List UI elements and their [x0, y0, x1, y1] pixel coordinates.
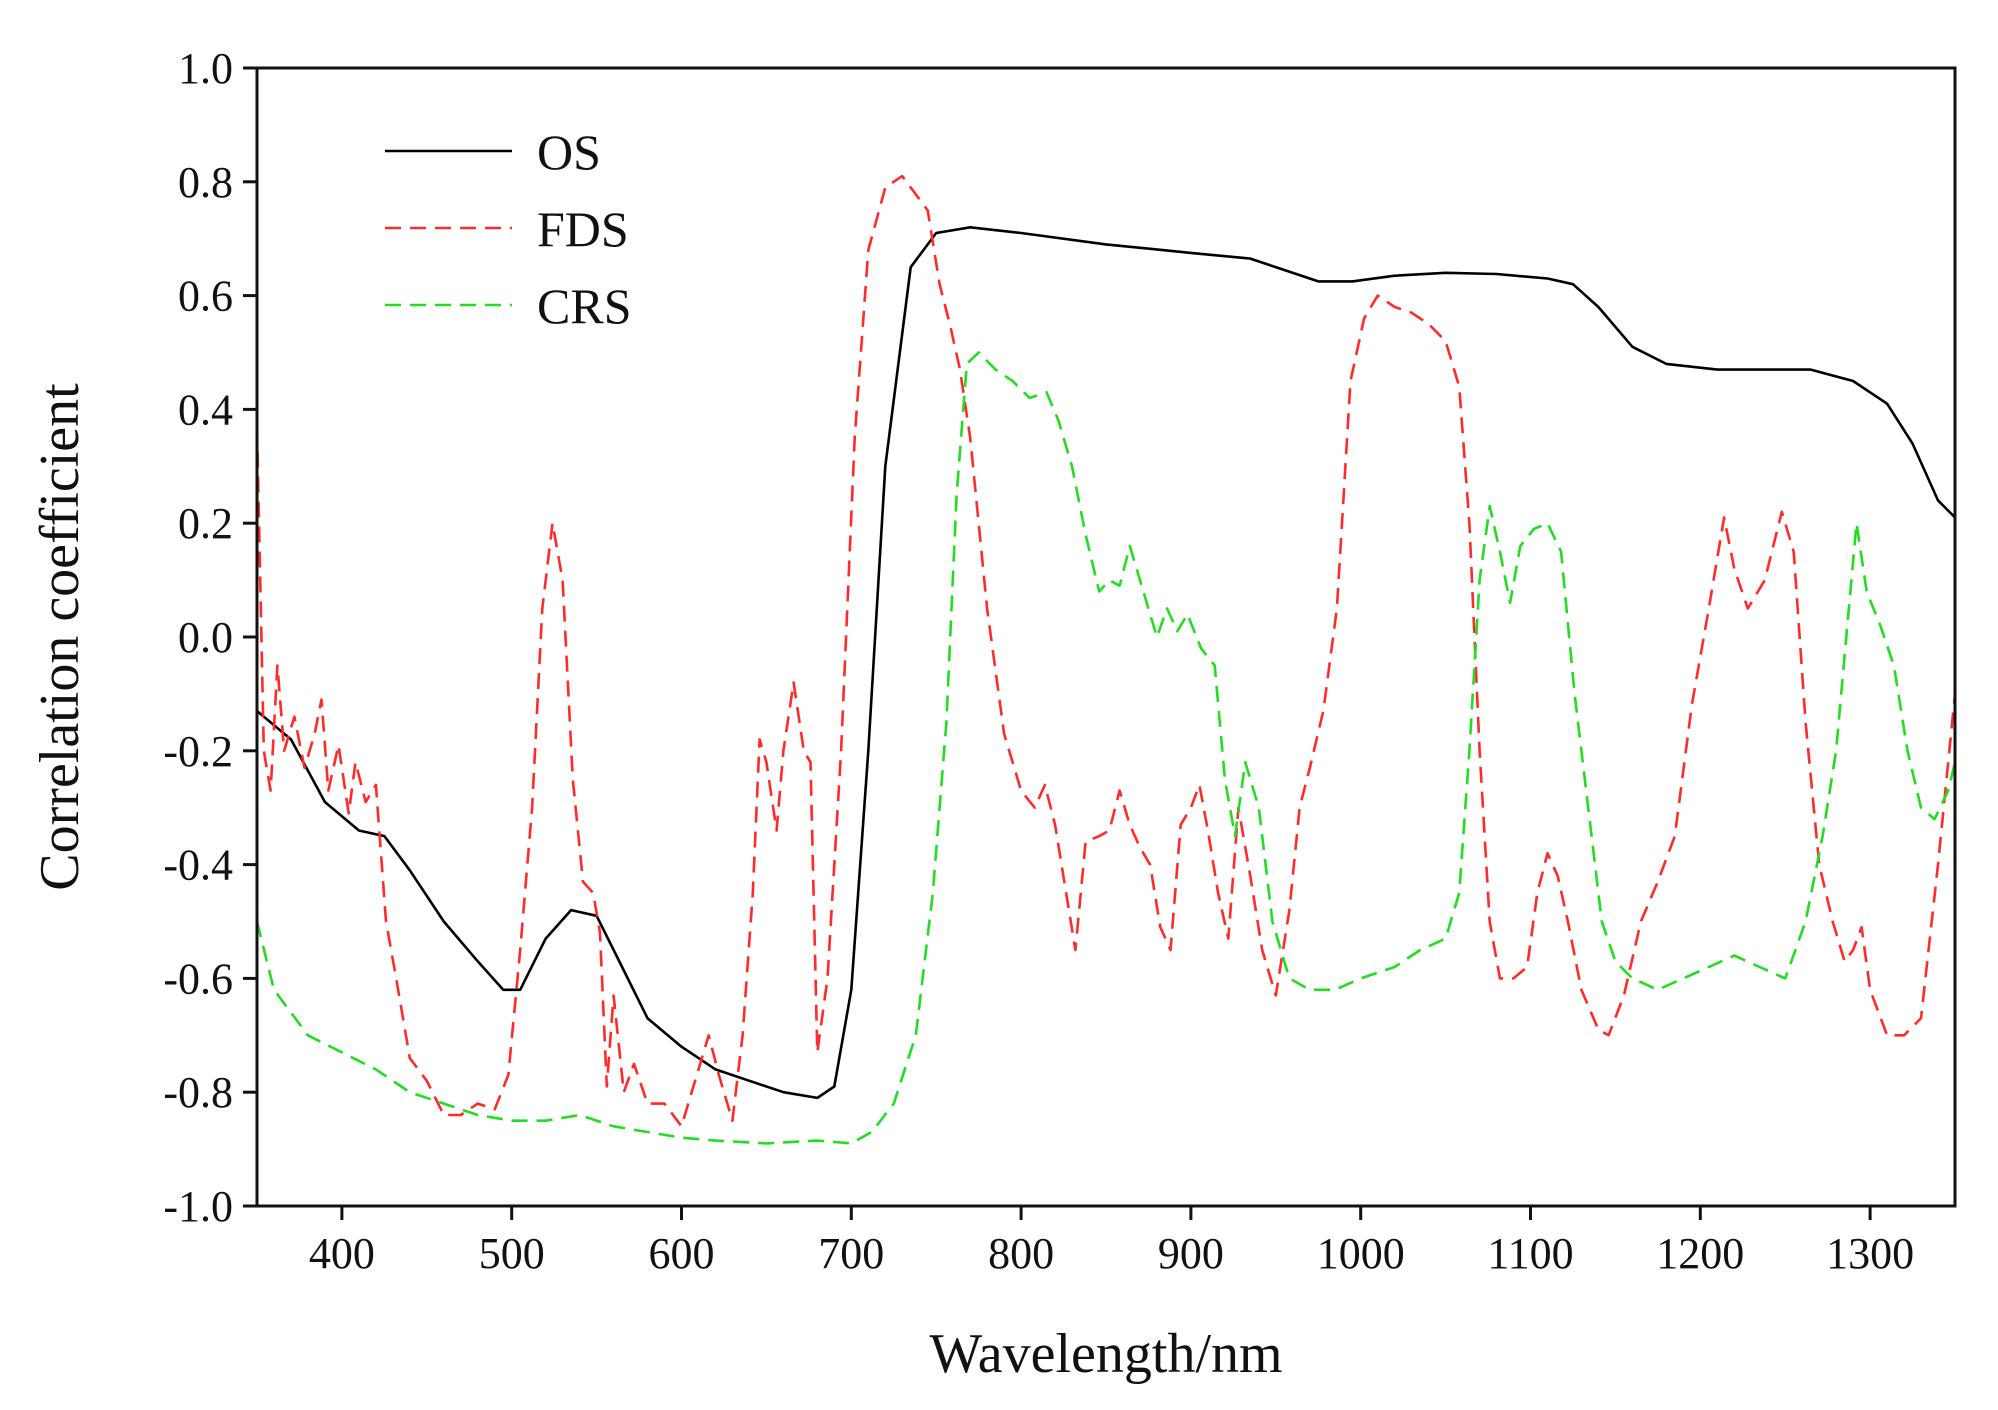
x-tick-label: 1000	[1317, 1229, 1405, 1278]
y-tick-label: -0.4	[163, 841, 233, 890]
series-line-fds	[255, 174, 1957, 1128]
series-line-crs	[255, 351, 1957, 1145]
x-tick-label: 600	[649, 1229, 715, 1278]
legend-label-crs: CRS	[537, 278, 632, 334]
x-tick-label: 800	[988, 1229, 1054, 1278]
x-tick-label: 1200	[1656, 1229, 1744, 1278]
y-tick-label: 0.0	[178, 613, 233, 662]
y-tick-label: 0.6	[178, 272, 233, 321]
x-axis-title: Wavelength/nm	[929, 1323, 1282, 1385]
y-tick-label: -0.6	[163, 954, 233, 1003]
legend: OS FDS CRS	[385, 124, 632, 334]
x-tick-label: 1300	[1826, 1229, 1914, 1278]
ticks-layer: 400 500 600 700 800 900 1000 1100 1200 1300 -1.0 -0…	[163, 44, 1914, 1278]
x-tick-label: 1100	[1487, 1229, 1573, 1278]
series-layer	[255, 174, 1957, 1145]
legend-label-os: OS	[537, 124, 601, 180]
series-line-os	[256, 226, 1956, 1100]
legend-label-fds: FDS	[537, 201, 629, 257]
x-tick-label: 500	[479, 1229, 545, 1278]
y-tick-label: 0.2	[178, 499, 233, 548]
x-tick-label: 400	[309, 1229, 375, 1278]
y-axis-title: Correlation coefficient	[29, 383, 91, 891]
x-tick-label: 900	[1158, 1229, 1224, 1278]
y-tick-label: 0.4	[178, 385, 233, 434]
y-tick-label: 0.8	[178, 158, 233, 207]
x-tick-label: 700	[818, 1229, 884, 1278]
y-tick-label: -1.0	[163, 1182, 233, 1231]
y-tick-label: -0.8	[163, 1068, 233, 1117]
y-tick-label: -0.2	[163, 727, 233, 776]
y-tick-label: 1.0	[178, 44, 233, 93]
